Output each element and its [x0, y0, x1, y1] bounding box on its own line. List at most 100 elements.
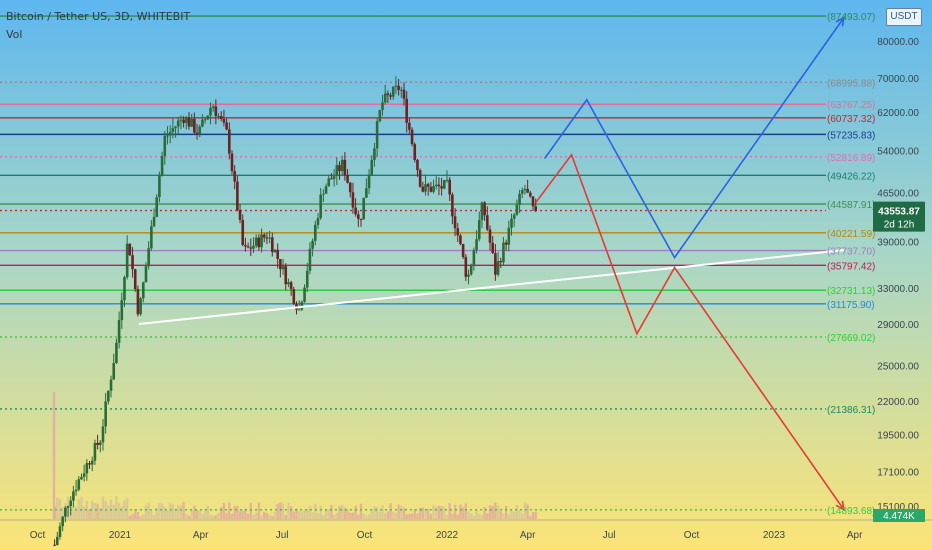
volume-bar [115, 496, 118, 519]
candle-body [287, 282, 290, 285]
volume-bar [128, 515, 132, 519]
volume-bar [324, 509, 328, 519]
projection-bullish[interactable] [544, 17, 845, 260]
candle-body [408, 122, 411, 130]
candle-body [144, 266, 148, 283]
volume-bar [408, 513, 411, 519]
level-labels: (87493.07) (68995.88) (63767.25) (60737.32)… [827, 12, 875, 517]
volume-bar [359, 503, 363, 519]
candle-body [74, 489, 78, 492]
volume-bar [297, 511, 301, 519]
volume-bar [190, 510, 193, 519]
price-tick-label: 46500.00 [877, 188, 919, 199]
candle-body [486, 215, 489, 230]
candle-body [66, 506, 70, 508]
candle-body [236, 181, 239, 211]
volume-bar [354, 505, 357, 519]
volume-bar [478, 513, 481, 519]
time-tick-label: Oct [30, 530, 46, 541]
price-tick-label: 25000.00 [877, 361, 919, 372]
volume-bar [287, 502, 290, 519]
candle-body [109, 379, 113, 391]
volume-bar [131, 513, 134, 519]
candle-body [515, 204, 519, 215]
volume-bar [523, 502, 527, 519]
candle-body [182, 119, 185, 123]
candle-body [340, 159, 344, 172]
price-tick-label: 39000.00 [877, 237, 919, 248]
candle-body [451, 194, 454, 217]
candle-body [254, 237, 258, 246]
volume-bar [166, 510, 169, 519]
volume-bar [139, 515, 142, 519]
candle-body [55, 536, 59, 545]
volume-bar [362, 513, 365, 519]
candle-body [80, 476, 83, 480]
price-tick-label: 22000.00 [877, 397, 919, 408]
candle-body [518, 193, 521, 205]
time-tick-label: Apr [847, 530, 863, 541]
volume-bar [491, 505, 494, 519]
candle-body [526, 188, 529, 193]
candle-body [357, 214, 360, 219]
volume-bar [306, 508, 309, 519]
candle-body [72, 491, 75, 501]
candle-body [61, 516, 64, 527]
candle-body [128, 243, 132, 256]
volume-bar [112, 504, 115, 519]
level-label: (63767.25) [827, 100, 875, 111]
projection-bearish[interactable] [535, 153, 845, 511]
volume-bar [203, 508, 207, 519]
volume-bar [332, 514, 336, 519]
volume-indicator-label[interactable]: Vol [6, 28, 23, 41]
volume-bar [475, 510, 478, 519]
current-price-tag[interactable] [873, 201, 925, 232]
candle-body [219, 116, 223, 119]
volume-bar [494, 502, 497, 519]
candle-body [184, 117, 188, 123]
candle-body [193, 118, 196, 133]
volume-bar [168, 503, 172, 519]
candle-body [112, 363, 116, 380]
volume-bar [435, 506, 438, 519]
volume-bar [238, 511, 242, 519]
volume-bar [209, 514, 212, 519]
volume-bar [515, 505, 519, 519]
level-label: (49426.22) [827, 171, 875, 182]
candle-body [93, 442, 97, 461]
candle-body [107, 390, 110, 402]
volume-bar [394, 513, 398, 519]
volume-bar [357, 514, 360, 519]
volume-bar [52, 392, 56, 519]
candle-body [322, 193, 325, 195]
candle-body [141, 282, 145, 299]
volume-bar [263, 511, 266, 519]
candle-body [217, 116, 220, 118]
currency-unit-button[interactable]: USDT [886, 8, 922, 26]
volume-bar [349, 512, 352, 519]
volume-bar [254, 512, 258, 519]
candle-body [424, 184, 427, 192]
price-axis: 80000.00 70000.00 62000.00 54000.00 46500.00… [877, 37, 919, 513]
time-axis: Oct 2021 Apr Jul Oct 2022 Apr Jul Oct 2023 Apr [30, 530, 863, 541]
candle-body [82, 473, 86, 477]
volume-bar [440, 506, 443, 519]
level-label: (44587.91) [827, 200, 875, 211]
support-trendline[interactable] [138, 249, 844, 325]
candle-body [314, 224, 317, 241]
volume-bar [397, 504, 400, 519]
volume-bar [58, 499, 62, 519]
volume-bar [56, 497, 59, 519]
volume-bar [233, 506, 236, 519]
volume-bar [314, 503, 317, 519]
volume-bar [389, 503, 392, 519]
candle-body [324, 186, 328, 194]
candle-body [445, 179, 449, 181]
candle-body [483, 202, 486, 216]
volume-bar [421, 507, 425, 519]
candle-body [297, 309, 301, 311]
volume-bar [469, 513, 473, 519]
volume-bar [82, 506, 86, 519]
chart-title: Bitcoin / Tether US, 3D, WHITEBIT [6, 10, 191, 23]
